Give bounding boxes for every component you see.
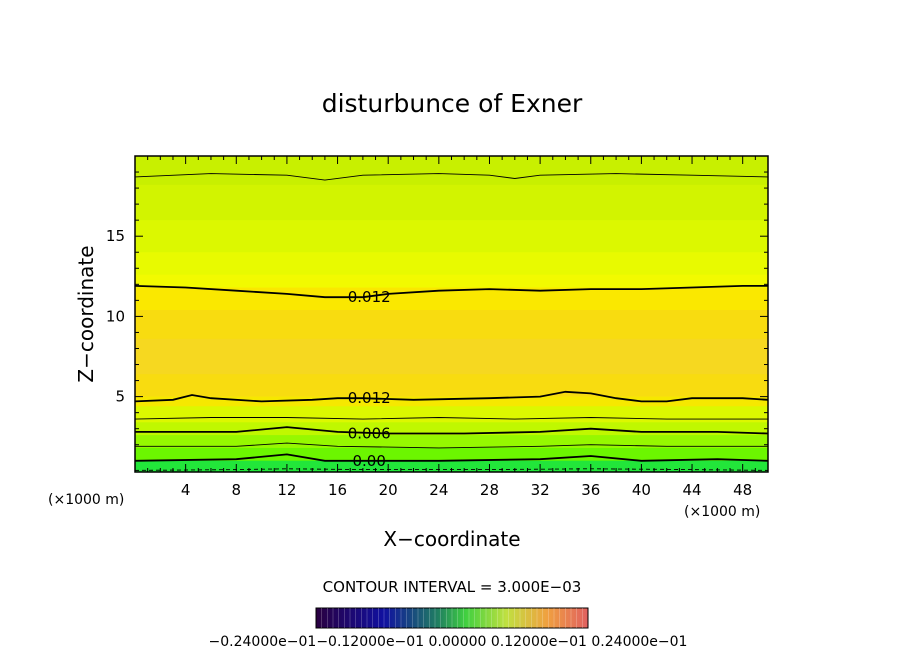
x-tick-label: 16 (328, 481, 347, 499)
fill-band (135, 287, 768, 311)
fill-band (135, 435, 768, 449)
y-ticks: 5 10 15 (106, 171, 768, 462)
contour-line (135, 453, 768, 462)
x-tick-label: 12 (277, 481, 296, 499)
x-tick-label: 4 (181, 481, 191, 499)
x-tick-label: 24 (429, 481, 448, 499)
fill-band (135, 252, 768, 276)
colorbar (315, 607, 589, 629)
fill-band (135, 220, 768, 254)
x-unit-right: (×1000 m) (684, 504, 760, 520)
contour-label: 0.006 (348, 425, 391, 443)
x-tick-label: 40 (632, 481, 651, 499)
x-tick-label: 36 (581, 481, 600, 499)
contour-line (135, 417, 768, 420)
x-tick-label: 44 (682, 481, 701, 499)
fill-band (135, 309, 768, 340)
fill-bands (135, 156, 768, 472)
fill-band (135, 460, 768, 472)
x-unit-left: (×1000 m) (48, 492, 124, 508)
x-tick-label: 32 (531, 481, 550, 499)
contour-interval: CONTOUR INTERVAL = 3.000E−03 (323, 578, 582, 596)
x-tick-label: 28 (480, 481, 499, 499)
y-tick-label: 5 (115, 388, 125, 406)
x-tick-label: 8 (232, 481, 242, 499)
contour-labels: 0.012 0.012 0.006 0.00 (348, 288, 391, 470)
y-tick-label: 15 (106, 227, 125, 245)
fill-band (135, 396, 768, 408)
colorbar-ticks (321, 608, 583, 628)
contour-line (135, 468, 768, 471)
colorbar-gradient (315, 607, 589, 629)
contour-label: 0.012 (348, 389, 391, 407)
contour-line (135, 426, 768, 435)
contour-line (135, 285, 768, 299)
x-tick-label: 48 (733, 481, 752, 499)
chart-title: disturbunce of Exner (322, 89, 583, 118)
contour-line (135, 173, 768, 181)
y-tick-label: 10 (106, 307, 125, 325)
y-axis-label: Z−coordinate (74, 245, 98, 382)
fill-band (135, 422, 768, 437)
contour-label: 0.012 (348, 288, 391, 306)
fill-band (135, 184, 768, 222)
contour-line (135, 390, 768, 403)
contour-line (135, 442, 768, 449)
fill-band (135, 338, 768, 376)
fill-band (135, 406, 768, 424)
fill-band (135, 274, 768, 289)
fill-band (135, 156, 768, 186)
x-ticks: 4 8 12 16 20 24 28 32 36 40 44 48 (134, 156, 769, 499)
x-axis-label: X−coordinate (383, 527, 520, 551)
contour-label: 0.00 (353, 452, 386, 470)
contour-lines (135, 173, 768, 471)
colorbar-labels: −0.24000e−01−0.12000e−01 0.00000 0.12000… (209, 634, 688, 650)
fill-band (135, 374, 768, 398)
x-tick-label: 20 (379, 481, 398, 499)
